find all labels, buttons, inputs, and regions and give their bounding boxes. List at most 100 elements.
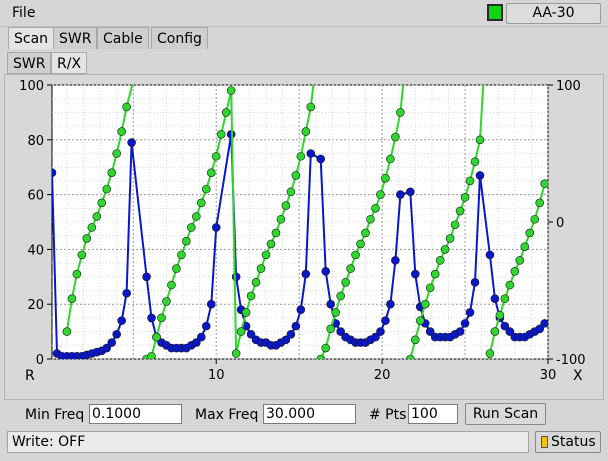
series-point-1	[530, 214, 540, 224]
series-point-1	[306, 102, 316, 112]
status-text: Write: OFF	[7, 431, 529, 453]
y-tick-label: 80	[27, 134, 44, 149]
series-point-1	[87, 223, 97, 232]
series-point-1	[371, 204, 380, 213]
x-tick-label: 10	[208, 368, 225, 383]
series-point-1	[440, 245, 450, 254]
series-point-1	[366, 214, 375, 224]
series-point-0	[316, 154, 326, 164]
y-tick-label: 0	[36, 353, 44, 368]
series-point-1	[510, 267, 520, 276]
series-point-1	[196, 198, 206, 208]
series-point-1	[261, 250, 271, 260]
device-button[interactable]: AA-30	[506, 3, 601, 24]
series-point-1	[107, 168, 117, 177]
tab-config[interactable]: Config	[151, 27, 208, 49]
series-point-0	[336, 327, 345, 336]
series-point-1	[376, 190, 385, 199]
series-point-1	[62, 327, 72, 336]
series-point-1	[157, 313, 166, 323]
tab-scan[interactable]: Scan	[8, 27, 55, 49]
series-point-0	[386, 299, 395, 309]
series-point-1	[192, 212, 201, 221]
pts-input[interactable]	[408, 404, 458, 424]
series-point-1	[410, 335, 420, 345]
series-point-1	[77, 250, 87, 260]
x-axis-label-r: R	[25, 368, 35, 384]
series-point-1	[117, 127, 126, 136]
series-point-1	[420, 299, 430, 309]
series-point-0	[107, 338, 117, 347]
series-point-0	[410, 269, 420, 279]
series-point-1	[231, 349, 241, 358]
series-point-0	[490, 294, 500, 304]
max-freq-input[interactable]	[263, 404, 356, 424]
series-point-1	[236, 327, 246, 336]
series-point-1	[435, 256, 445, 265]
max-freq-label: Max Freq	[195, 407, 259, 423]
series-point-0	[460, 319, 470, 328]
series-point-1	[485, 349, 495, 358]
series-point-1	[470, 157, 480, 167]
series-point-1	[67, 294, 77, 304]
min-freq-label: Min Freq	[25, 407, 85, 423]
tab-swr[interactable]: SWR	[53, 27, 98, 49]
series-point-0	[391, 256, 400, 265]
tab-cable[interactable]: Cable	[97, 27, 149, 49]
pts-label: # Pts	[369, 407, 407, 423]
y2-tick-label: -100	[556, 353, 586, 368]
file-menu[interactable]: File	[12, 5, 36, 21]
series-point-1	[321, 343, 331, 353]
series-point-0	[112, 330, 121, 339]
status-led-icon	[541, 436, 548, 448]
subtab-swr[interactable]: SWR	[7, 52, 52, 74]
y-tick-label: 40	[27, 243, 44, 258]
series-point-1	[256, 264, 266, 273]
series-point-0	[281, 335, 291, 345]
series-point-1	[152, 332, 161, 342]
series-point-0	[381, 316, 390, 325]
series-point-0	[147, 313, 156, 323]
series-point-0	[296, 305, 306, 314]
series-point-1	[415, 316, 425, 325]
series-point-1	[520, 242, 530, 251]
series-point-1	[112, 149, 121, 158]
series-point-0	[52, 168, 57, 177]
series-point-0	[326, 299, 335, 309]
series-point-1	[296, 151, 306, 161]
series-point-0	[540, 319, 548, 328]
series-point-0	[246, 330, 256, 339]
menu-bar: File AA-30	[0, 0, 608, 27]
subtab-rx[interactable]: R/X	[51, 52, 88, 74]
series-point-0	[291, 321, 301, 331]
series-point-1	[525, 228, 535, 238]
series-point-1	[346, 264, 355, 273]
series-point-0	[211, 223, 221, 232]
series-point-1	[500, 294, 510, 304]
series-point-1	[246, 291, 256, 301]
series-point-0	[425, 327, 435, 336]
series-point-1	[177, 250, 186, 260]
series-point-1	[172, 264, 181, 273]
run-scan-button[interactable]: Run Scan	[465, 403, 546, 425]
series-point-1	[406, 354, 415, 359]
series-point-0	[406, 187, 415, 197]
chart-panel: 0 20 40 60 80 100 -100 0 100 10 20 30 R X	[4, 74, 604, 400]
status-button[interactable]: Status	[535, 431, 601, 453]
series-point-1	[455, 206, 465, 216]
status-button-label: Status	[551, 434, 596, 450]
series-point-1	[147, 351, 156, 359]
series-point-0	[142, 272, 151, 282]
series-point-1	[122, 102, 131, 112]
x-tick-label: 20	[374, 368, 391, 383]
y-tick-label: 100	[19, 79, 44, 94]
series-point-0	[301, 269, 311, 279]
series-point-0	[122, 288, 131, 298]
series-point-1	[425, 283, 435, 293]
series-point-0	[192, 338, 201, 347]
series-point-1	[391, 132, 400, 142]
series-point-0	[231, 272, 241, 282]
min-freq-input[interactable]	[89, 404, 182, 424]
series-point-1	[226, 86, 236, 95]
series-point-1	[301, 127, 311, 136]
